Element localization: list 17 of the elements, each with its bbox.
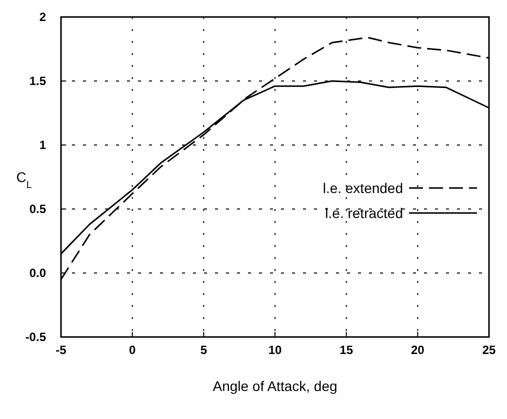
y-tick-label: 1 xyxy=(39,138,46,152)
x-tick-label: -5 xyxy=(56,343,67,357)
legend-label: l.e. extended xyxy=(322,180,403,196)
y-axis-title: C$_{L}$ xyxy=(16,169,32,190)
y-tick-label: 1.5 xyxy=(29,74,46,88)
x-tick-label: 20 xyxy=(410,343,425,357)
y-tick-label: 2 xyxy=(39,10,46,24)
x-axis-title: Angle of Attack, deg xyxy=(212,378,338,394)
legend-label: l.e. retracted xyxy=(325,205,403,221)
x-tick-label: 0 xyxy=(128,343,136,357)
x-tick-label: 5 xyxy=(200,343,208,357)
y-tick-label: 0.5 xyxy=(29,202,46,216)
y-tick-label: 0.0 xyxy=(29,266,46,280)
x-tick-label: 15 xyxy=(340,343,354,357)
x-tick-label: 25 xyxy=(482,343,496,357)
x-tick-label: 10 xyxy=(268,343,282,357)
y-tick-label: -0.5 xyxy=(25,330,46,344)
